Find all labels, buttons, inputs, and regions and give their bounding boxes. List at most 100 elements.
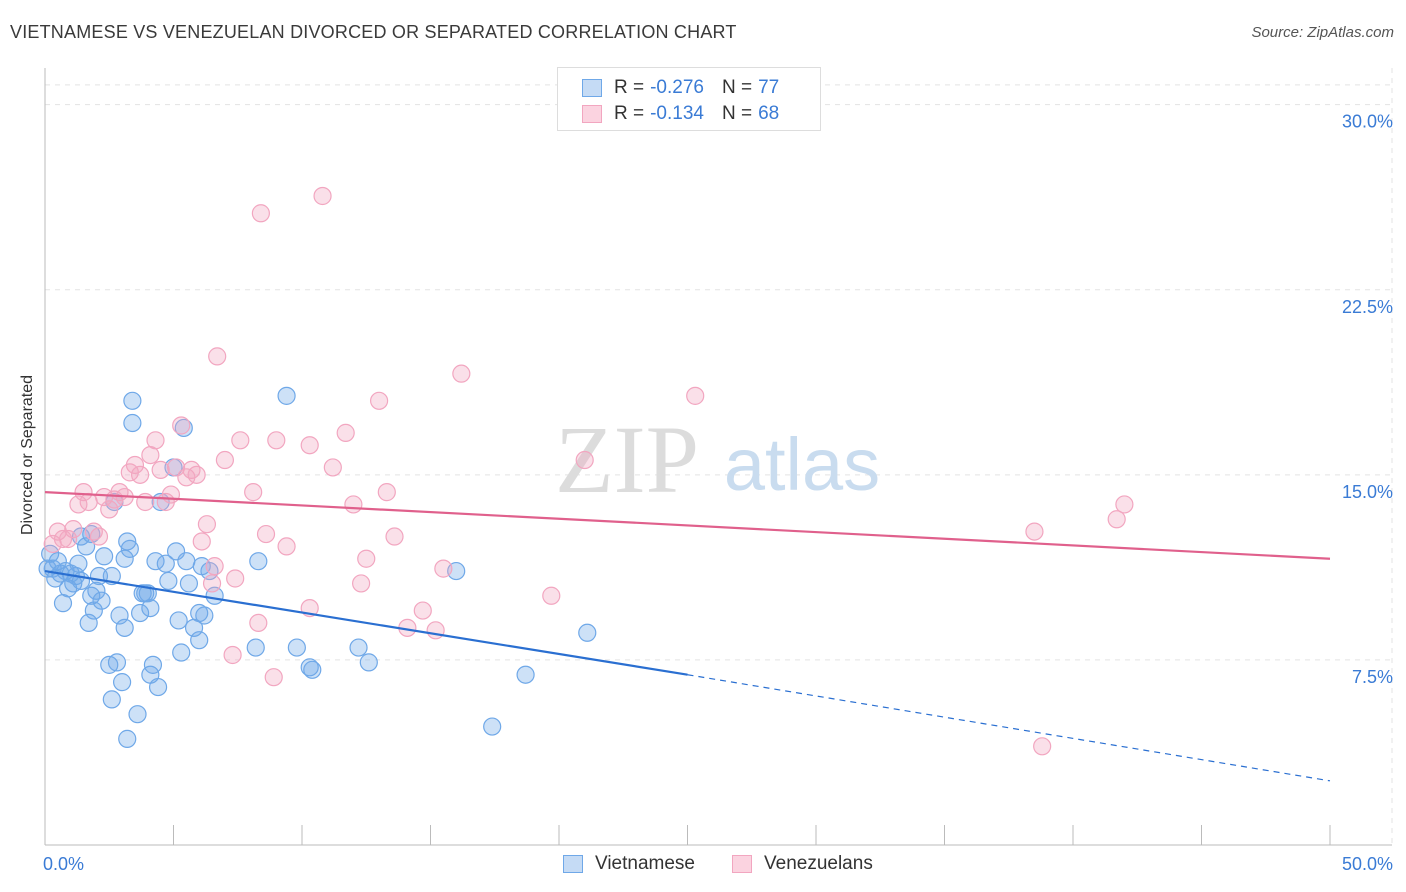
trend-line-venezuelans bbox=[44, 491, 1331, 560]
point-venezuelans bbox=[434, 559, 453, 578]
point-vietnamese bbox=[156, 554, 175, 573]
point-vietnamese bbox=[159, 571, 178, 591]
point-venezuelans bbox=[187, 465, 206, 484]
point-venezuelans bbox=[74, 483, 93, 502]
point-venezuelans bbox=[385, 527, 404, 546]
legend-n-label: N = bbox=[721, 103, 753, 124]
point-vietnamese bbox=[287, 638, 306, 657]
point-venezuelans bbox=[1115, 495, 1134, 514]
point-vietnamese bbox=[38, 559, 57, 578]
chart-title: VIETNAMESE VS VENEZUELAN DIVORCED OR SEP… bbox=[10, 22, 737, 42]
legend-swatch-pink bbox=[582, 105, 602, 123]
point-venezuelans bbox=[125, 455, 145, 475]
point-vietnamese bbox=[95, 547, 114, 566]
legend-r-value: -0.134 bbox=[650, 103, 704, 124]
trend-line-vietnamese-extension bbox=[687, 674, 1331, 782]
point-venezuelans bbox=[264, 668, 283, 687]
point-venezuelans bbox=[223, 645, 242, 665]
legend-n-label: N = bbox=[721, 77, 753, 98]
point-venezuelans bbox=[231, 431, 250, 450]
point-venezuelans bbox=[313, 186, 332, 206]
point-vietnamese bbox=[107, 653, 127, 672]
bottom-legend-swatch-pink bbox=[732, 855, 752, 873]
source-label: Source: ZipAtlas.com bbox=[1251, 24, 1394, 41]
point-vietnamese bbox=[84, 601, 103, 620]
point-venezuelans bbox=[277, 537, 296, 556]
point-venezuelans bbox=[197, 515, 217, 534]
point-venezuelans bbox=[256, 524, 276, 544]
data-points bbox=[38, 186, 1134, 756]
x-tick-label: 0.0% bbox=[43, 854, 84, 874]
point-venezuelans bbox=[226, 569, 245, 588]
point-vietnamese bbox=[118, 532, 137, 551]
legend-box: R = -0.276 N = 77 R = -0.134 N = 68 bbox=[557, 67, 821, 131]
point-venezuelans bbox=[249, 613, 268, 633]
point-vietnamese bbox=[516, 665, 535, 684]
watermark-atlas: atlas bbox=[724, 423, 880, 506]
point-vietnamese bbox=[172, 643, 191, 662]
point-venezuelans bbox=[352, 574, 371, 593]
point-venezuelans bbox=[357, 549, 376, 568]
point-vietnamese bbox=[120, 539, 139, 558]
point-vietnamese bbox=[483, 717, 502, 736]
gridlines bbox=[45, 68, 1393, 845]
point-venezuelans bbox=[575, 450, 594, 470]
point-vietnamese bbox=[349, 638, 368, 657]
trend-lines bbox=[44, 491, 1331, 782]
point-vietnamese bbox=[174, 418, 193, 438]
legend-n-value: 77 bbox=[758, 77, 780, 98]
point-venezuelans bbox=[1033, 737, 1052, 756]
point-vietnamese bbox=[123, 413, 142, 433]
axes bbox=[44, 68, 1392, 846]
point-vietnamese bbox=[115, 549, 134, 568]
point-vietnamese bbox=[130, 603, 150, 623]
point-venezuelans bbox=[146, 431, 165, 450]
point-vietnamese bbox=[246, 638, 265, 657]
point-venezuelans bbox=[426, 621, 445, 640]
legend-r-label: R = bbox=[614, 103, 645, 124]
point-vietnamese bbox=[249, 552, 268, 571]
y-tick-label: 30.0% bbox=[1342, 112, 1393, 132]
bottom-legend-swatch-blue bbox=[563, 855, 583, 873]
bottom-legend-vietnamese: Vietnamese bbox=[563, 852, 695, 876]
point-vietnamese bbox=[128, 705, 147, 724]
point-vietnamese bbox=[277, 386, 296, 405]
point-venezuelans bbox=[1025, 522, 1044, 541]
legend-row-venezuelans: R = -0.134 N = 68 bbox=[582, 102, 779, 126]
point-venezuelans bbox=[89, 527, 109, 546]
point-vietnamese bbox=[112, 673, 132, 692]
point-venezuelans bbox=[151, 460, 170, 480]
point-venezuelans bbox=[161, 485, 181, 504]
point-vietnamese bbox=[123, 391, 142, 410]
legend-row-vietnamese: R = -0.276 N = 77 bbox=[582, 76, 779, 100]
point-vietnamese bbox=[141, 665, 160, 684]
bottom-legend-label: Vietnamese bbox=[595, 853, 695, 874]
point-vietnamese bbox=[300, 658, 319, 677]
point-venezuelans bbox=[686, 386, 705, 405]
point-venezuelans bbox=[202, 574, 222, 593]
point-venezuelans bbox=[300, 436, 319, 455]
point-vietnamese bbox=[359, 653, 378, 672]
tick-labels: 7.5% 15.0% 22.5% 30.0% 0.0% 50.0% bbox=[43, 112, 1393, 874]
point-venezuelans bbox=[323, 458, 342, 477]
point-venezuelans bbox=[542, 586, 561, 605]
point-venezuelans bbox=[344, 495, 363, 514]
point-venezuelans bbox=[192, 532, 211, 551]
point-venezuelans bbox=[244, 483, 263, 502]
point-venezuelans bbox=[100, 500, 119, 519]
point-vietnamese bbox=[303, 660, 322, 679]
point-vietnamese bbox=[82, 586, 101, 605]
point-vietnamese bbox=[87, 581, 106, 600]
trend-line-vietnamese bbox=[44, 569, 688, 676]
point-vietnamese bbox=[179, 574, 199, 593]
y-tick-label: 15.0% bbox=[1342, 482, 1393, 502]
point-venezuelans bbox=[370, 391, 389, 410]
point-vietnamese bbox=[92, 591, 111, 610]
point-venezuelans bbox=[413, 601, 432, 620]
point-vietnamese bbox=[69, 554, 88, 573]
watermark-zip: ZIP bbox=[555, 406, 699, 513]
point-venezuelans bbox=[215, 450, 234, 470]
point-venezuelans bbox=[84, 522, 103, 541]
point-venezuelans bbox=[208, 347, 227, 366]
